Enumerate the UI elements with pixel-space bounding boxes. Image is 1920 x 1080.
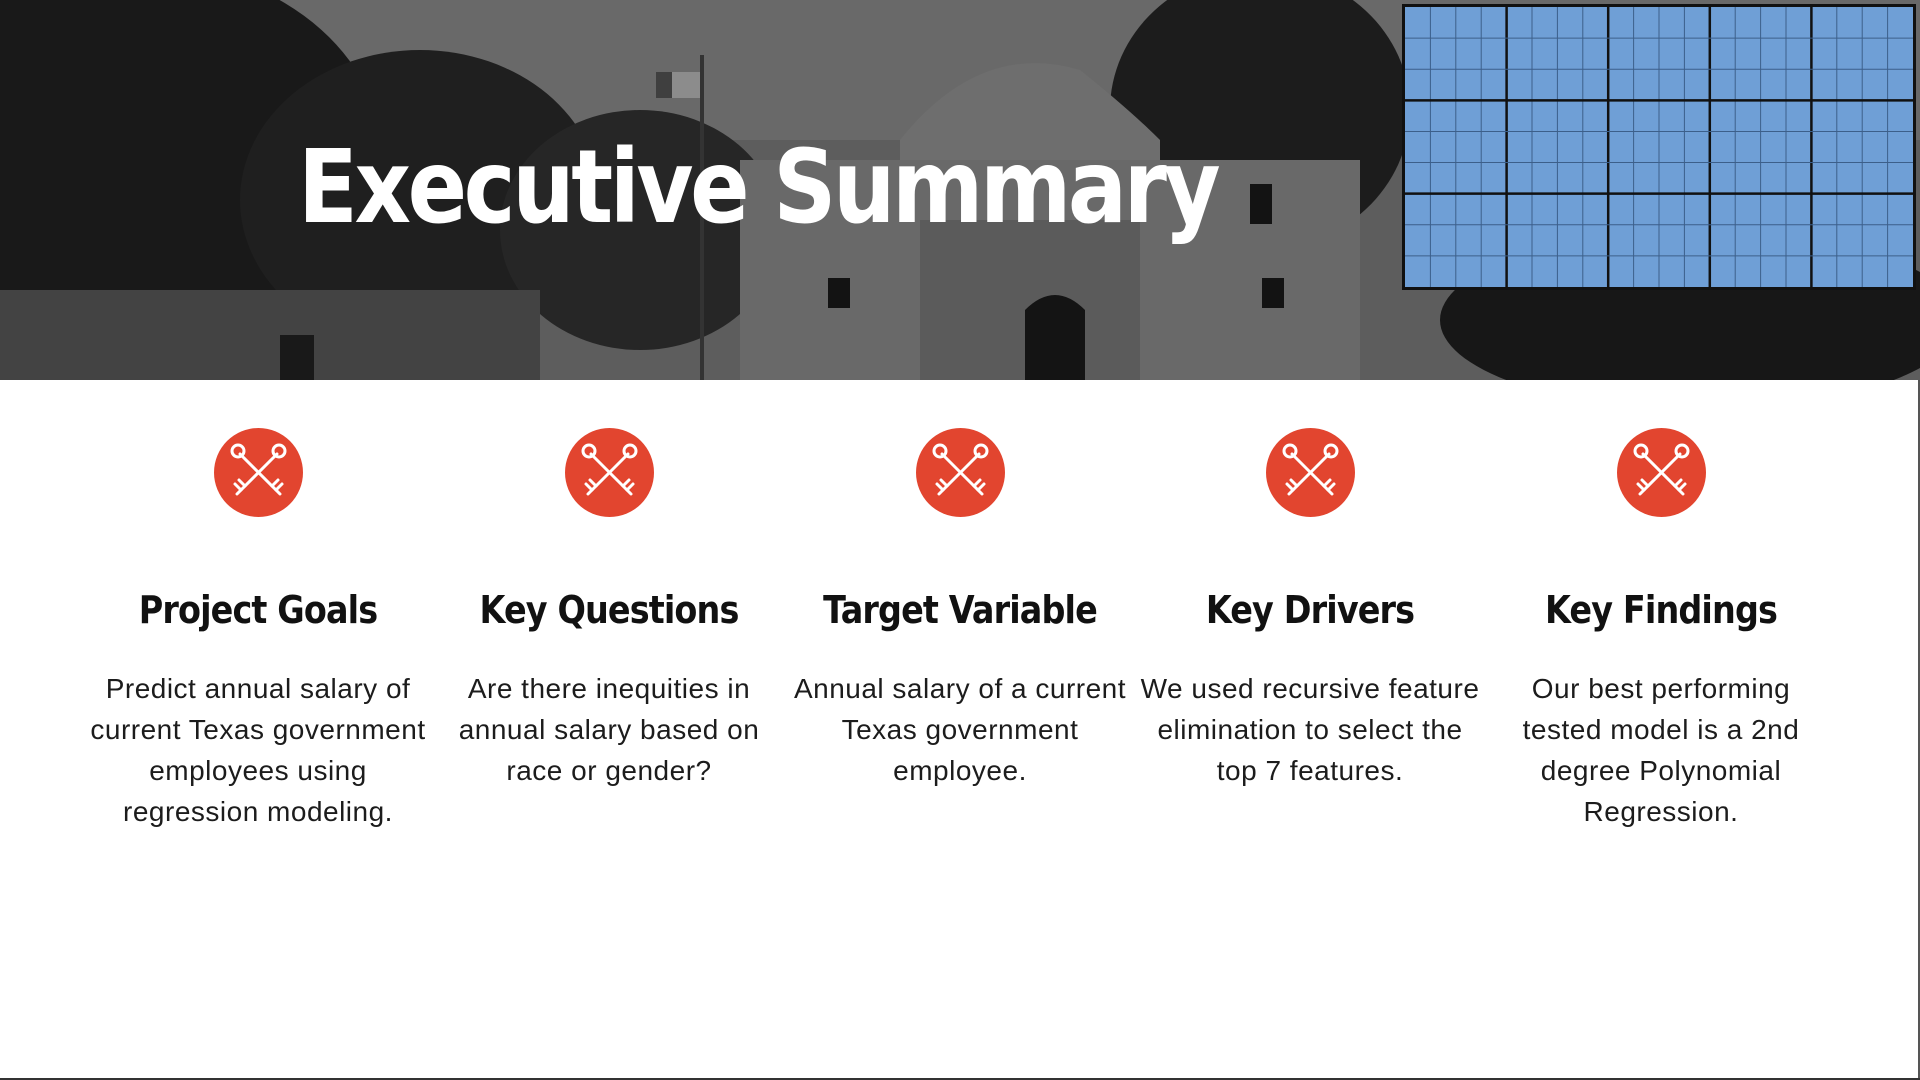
- crossed-keys-icon: [214, 428, 303, 517]
- card-title: Target Variable: [823, 588, 1098, 632]
- hero-banner: Executive Summary: [0, 0, 1920, 380]
- crossed-keys-icon: [565, 428, 654, 517]
- card-title: Key Findings: [1544, 588, 1778, 632]
- crossed-keys-icon: [916, 428, 1005, 517]
- page-title: Executive Summary: [298, 128, 1221, 247]
- crossed-keys-icon: [1617, 428, 1706, 517]
- card-body: Our best performing tested model is a 2n…: [1522, 673, 1800, 827]
- card-body: Predict annual salary of current Texas g…: [90, 673, 426, 827]
- spreadsheet-grid-graphic: [1402, 4, 1916, 290]
- grid-lines: [1405, 7, 1913, 287]
- card-title: Key Drivers: [1205, 588, 1415, 632]
- crossed-keys-icon: [1266, 428, 1355, 517]
- summary-cards: Project Goals Predict annual salary of c…: [0, 380, 1920, 1080]
- slide-border: [1918, 380, 1920, 1080]
- card-title: Key Questions: [479, 588, 740, 632]
- card-body: We used recursive feature elimination to…: [1140, 673, 1480, 786]
- card-title: Project Goals: [138, 588, 378, 632]
- card-body: Are there inequities in annual salary ba…: [458, 673, 760, 786]
- slide-border: [0, 1078, 1920, 1080]
- card-body: Annual salary of a current Texas governm…: [793, 673, 1127, 786]
